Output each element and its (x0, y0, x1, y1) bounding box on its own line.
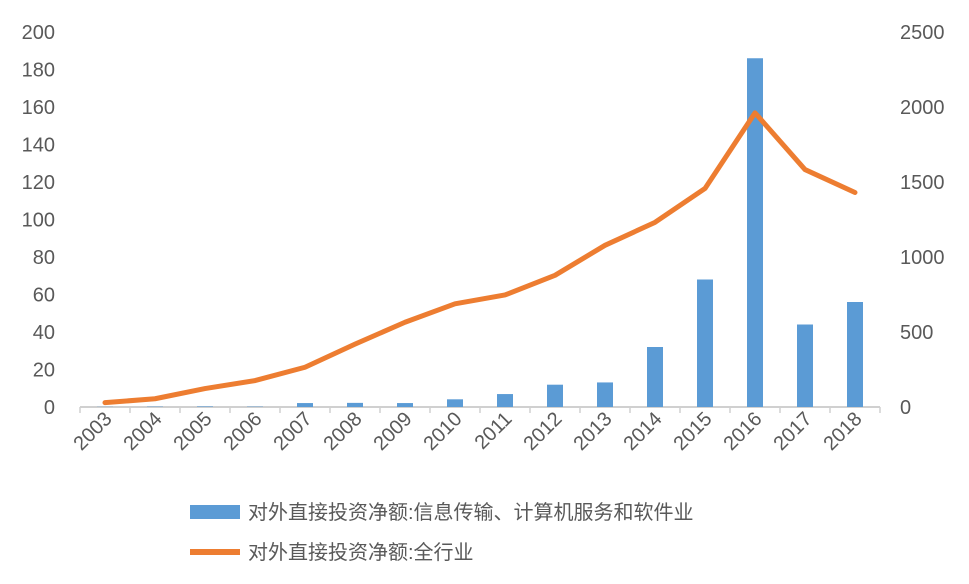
left-tick-label: 20 (33, 360, 55, 382)
right-tick-label: 0 (900, 397, 911, 419)
x-tick-label: 2009 (370, 408, 417, 455)
legend-bar-swatch (190, 505, 240, 519)
left-tick-label: 40 (33, 322, 55, 344)
left-tick-label: 160 (22, 97, 55, 119)
right-tick-label: 1000 (900, 247, 945, 269)
x-tick-label: 2005 (170, 408, 217, 455)
right-tick-label: 2500 (900, 22, 945, 44)
x-tick-label: 2014 (620, 408, 667, 455)
bar (297, 403, 313, 407)
bar (697, 280, 713, 408)
x-tick-label: 2015 (670, 408, 717, 455)
bar (347, 403, 363, 407)
right-tick-label: 2000 (900, 97, 945, 119)
right-tick-label: 1500 (900, 172, 945, 194)
bar (497, 394, 513, 407)
x-tick-label: 2011 (471, 408, 517, 454)
legend-bar-label: 对外直接投资净额:信息传输、计算机服务和软件业 (248, 501, 694, 524)
series-line (105, 113, 855, 403)
bar (547, 385, 563, 407)
left-tick-label: 80 (33, 247, 55, 269)
bar (447, 399, 463, 407)
left-tick-label: 200 (22, 22, 55, 44)
x-tick-label: 2003 (70, 408, 117, 455)
x-tick-label: 2018 (820, 408, 867, 455)
x-tick-label: 2008 (320, 408, 367, 455)
left-tick-label: 0 (44, 397, 55, 419)
x-tick-label: 2004 (120, 408, 167, 455)
bar (647, 347, 663, 407)
left-tick-label: 120 (22, 172, 55, 194)
bar (197, 406, 213, 407)
legend-line-label: 对外直接投资净额:全行业 (248, 541, 474, 564)
bar (397, 403, 413, 407)
x-tick-label: 2010 (420, 408, 467, 455)
x-tick-label: 2007 (270, 408, 317, 455)
right-tick-label: 500 (900, 322, 933, 344)
x-tick-label: 2012 (520, 408, 567, 455)
bar (597, 382, 613, 407)
left-tick-label: 60 (33, 285, 55, 307)
x-tick-label: 2006 (220, 408, 267, 455)
x-tick-label: 2017 (770, 408, 817, 455)
bar (797, 325, 813, 408)
x-tick-label: 2013 (570, 408, 617, 455)
left-tick-label: 140 (22, 135, 55, 157)
left-tick-label: 180 (22, 60, 55, 82)
bar (847, 302, 863, 407)
x-tick-label: 2016 (720, 408, 767, 455)
left-tick-label: 100 (22, 210, 55, 232)
